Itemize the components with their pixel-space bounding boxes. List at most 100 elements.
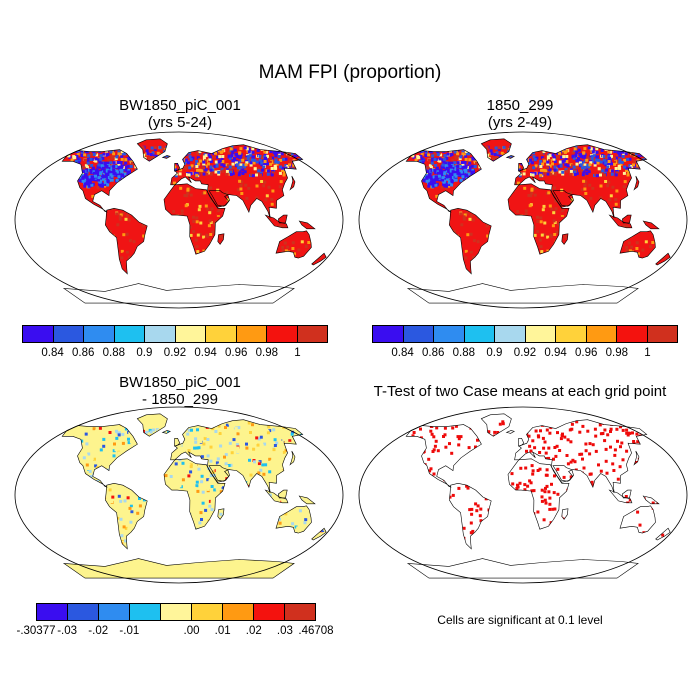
coastline-madagascar [217,233,225,245]
coastline-iceland [161,430,171,434]
colorbar-swatch [99,604,130,620]
coastline-borneo [277,489,288,499]
ttest-significance-map [358,406,688,584]
difference-map [14,406,344,584]
map-border [14,406,344,584]
fpi-map-bw1850 [14,131,344,309]
coastline-borneo [621,489,632,499]
land-antarctica [407,558,639,579]
land-antarctica [407,283,639,304]
colorbar-tick-label: 0.9 [136,347,153,359]
colorbar-swatch [161,604,192,620]
coastline-africa [507,458,570,530]
colorbar-tick-label: 0.84 [41,347,64,359]
panel-1-title: BW1850_piC_001 (yrs 5-24) [60,97,300,131]
coastline-japan [289,450,296,466]
land-new-guinea [299,221,315,229]
colorbar-swatches [36,603,316,621]
colorbar-swatch [434,326,465,342]
figure-title: MAM FPI (proportion) [258,62,442,83]
land-antarctica [63,558,295,579]
land-indonesia [265,490,288,503]
land-indonesia [609,215,632,228]
land-africa [164,183,225,255]
land-borneo [278,490,288,498]
colorbar-tick-label: .46708 [298,625,334,637]
land-new-zealand [655,253,671,265]
coastline-north-america [61,424,138,488]
map-border [358,406,688,584]
land-borneo [278,215,288,223]
panel-3-title-line2: - 1850_299 [142,391,218,408]
colorbar-tick-label: 0.86 [421,347,445,359]
coastline-antarctica [62,558,295,579]
coastline-south-america [448,207,492,275]
coastline-uk [174,438,181,447]
panel-4-title: T-Test of two Case means at each grid po… [373,383,667,400]
coastline-madagascar [561,233,569,245]
land-new-guinea [643,221,659,229]
colorbar-tick-label: -.03 [57,625,78,637]
coastline-greenland [480,413,512,437]
coastline-antarctica [62,283,295,304]
land-australia [276,230,312,259]
colorbar-difference: -.30377 -.03 -.02 -.01 .00 .01 .02 .03 .46708 [16,603,334,643]
colorbar-tick-label: 0.96 [224,347,248,359]
colorbar-swatch [495,326,526,342]
colorbar-swatch [37,604,68,620]
coastline-indonesia [264,214,289,229]
coastline-south-america [104,207,148,275]
colorbar-swatch [617,326,648,342]
coastline-iceland [505,430,515,434]
coastline-africa [507,183,570,255]
panel-2-title-line2: (yrs 2-49) [487,114,553,131]
coastline-north-america [405,424,482,488]
colorbar-tick-label: 0.92 [513,347,537,359]
coastline-japan [633,175,640,191]
colorbar-swatch [525,326,556,342]
coastline-new-zealand [311,527,327,541]
coastline-new-guinea [298,220,316,230]
colorbar-tick-label: 0.9 [486,347,503,359]
colorbar-tick-label: 0.86 [71,347,95,359]
colorbar-panel-1: 0.84 0.86 0.88 0.9 0.92 0.94 0.96 0.98 1 [22,325,328,365]
panel-2-title-line1: 1850_299 [486,97,554,114]
fpi-map-1850-299 [358,131,688,309]
coastline-new-guinea [298,495,316,505]
colorbar-tick-label: .03 [276,625,293,637]
coastline-indonesia [608,489,633,504]
coastline-eurasia [170,419,304,494]
colorbar-tick-label: .02 [245,625,262,637]
coastline-eurasia [514,419,648,494]
coastline-iceland [505,155,515,159]
colorbar-swatch [586,326,617,342]
land-borneo [622,490,632,498]
land-south-america [449,483,492,549]
land-madagascar [561,508,568,520]
panel-1-title-line2: (yrs 5-24) [147,114,213,131]
coastline-japan [633,450,640,466]
coastline-south-america [104,482,148,550]
colorbar-swatch [267,326,298,342]
coastline-new-zealand [311,252,327,266]
colorbar-swatch [556,326,587,342]
land-indonesia [265,215,288,228]
colorbar-swatch [145,326,176,342]
land-africa [508,183,569,255]
colorbar-tick-label: -.02 [88,625,109,637]
colorbar-swatches [372,325,678,343]
significance-note: Cells are significant at 0.1 level [437,613,603,627]
land-eurasia [514,419,647,493]
coastline-madagascar [217,508,225,520]
land-new-zealand [311,253,327,265]
colorbar-swatch [114,326,145,342]
coastline-madagascar [561,508,569,520]
coastline-japan [289,175,296,191]
coastline-new-guinea [642,220,660,230]
colorbar-tick-label: .00 [183,625,200,637]
coastline-north-america [61,149,138,213]
coastline-arabia [208,465,230,482]
colorbar-swatch [206,326,237,342]
colorbar-swatch [236,326,267,342]
coastline-iceland [161,155,171,159]
